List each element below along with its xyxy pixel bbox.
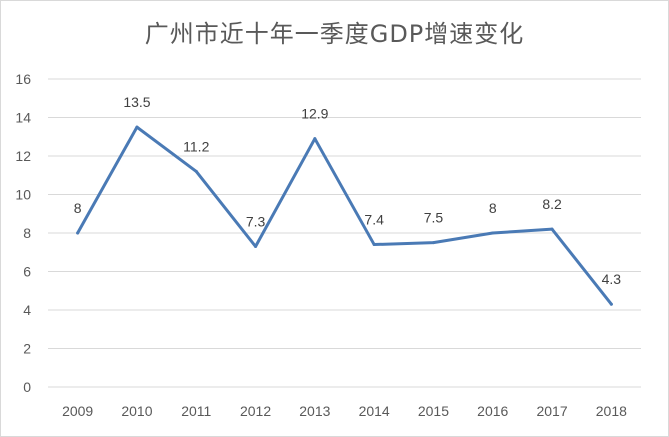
y-axis-tick-labels: 0 2 4 6 8 10 12 14 16 <box>15 71 31 395</box>
data-point-2013 <box>313 137 317 141</box>
y-tick-label-14: 14 <box>15 110 31 126</box>
data-label-2014: 7.4 <box>364 212 384 228</box>
data-label-2012: 7.3 <box>246 213 266 229</box>
data-label-2010: 13.5 <box>123 94 150 110</box>
chart-title: 广州市近十年一季度GDP增速变化 <box>144 20 525 48</box>
y-tick-label-0: 0 <box>23 379 31 395</box>
data-labels: 8 13.5 11.2 7.3 12.9 7.4 7.5 8 8.2 4.3 <box>74 94 622 287</box>
data-point-2017 <box>550 227 554 231</box>
x-tick-label-2017: 2017 <box>536 403 567 419</box>
x-tick-label-2018: 2018 <box>596 403 627 419</box>
y-tick-label-10: 10 <box>15 187 31 203</box>
y-tick-label-8: 8 <box>23 225 31 241</box>
y-tick-label-4: 4 <box>23 302 31 318</box>
data-label-2015: 7.5 <box>424 210 444 226</box>
data-point-2010 <box>135 125 139 129</box>
data-label-2016: 8 <box>489 200 497 216</box>
x-tick-label-2016: 2016 <box>477 403 508 419</box>
x-tick-label-2011: 2011 <box>181 403 211 419</box>
x-tick-label-2012: 2012 <box>240 403 271 419</box>
data-point-2018 <box>609 302 613 306</box>
y-tick-label-16: 16 <box>15 71 31 87</box>
y-tick-label-12: 12 <box>15 148 31 164</box>
data-point-2016 <box>491 231 495 235</box>
series-group <box>76 125 613 306</box>
data-label-2017: 8.2 <box>542 196 562 212</box>
data-label-2009: 8 <box>74 200 82 216</box>
x-tick-label-2010: 2010 <box>121 403 152 419</box>
x-tick-label-2009: 2009 <box>62 403 93 419</box>
x-tick-label-2013: 2013 <box>299 403 330 419</box>
series-line <box>76 125 613 306</box>
data-point-2011 <box>194 169 198 173</box>
data-point-2015 <box>431 241 435 245</box>
gridlines <box>48 78 641 388</box>
data-point-2009 <box>76 231 80 235</box>
data-point-2014 <box>372 243 376 247</box>
data-label-2018: 4.3 <box>602 271 622 287</box>
x-tick-label-2015: 2015 <box>418 403 449 419</box>
data-label-2011: 11.2 <box>183 138 209 154</box>
y-tick-label-6: 6 <box>23 264 31 280</box>
y-tick-label-2: 2 <box>23 341 31 357</box>
x-axis-tick-labels: 2009 2010 2011 2012 2013 2014 2015 2016 2017 2018 <box>62 403 627 419</box>
x-tick-label-2014: 2014 <box>359 403 390 419</box>
data-label-2013: 12.9 <box>301 106 328 122</box>
data-point-2012 <box>254 244 258 248</box>
